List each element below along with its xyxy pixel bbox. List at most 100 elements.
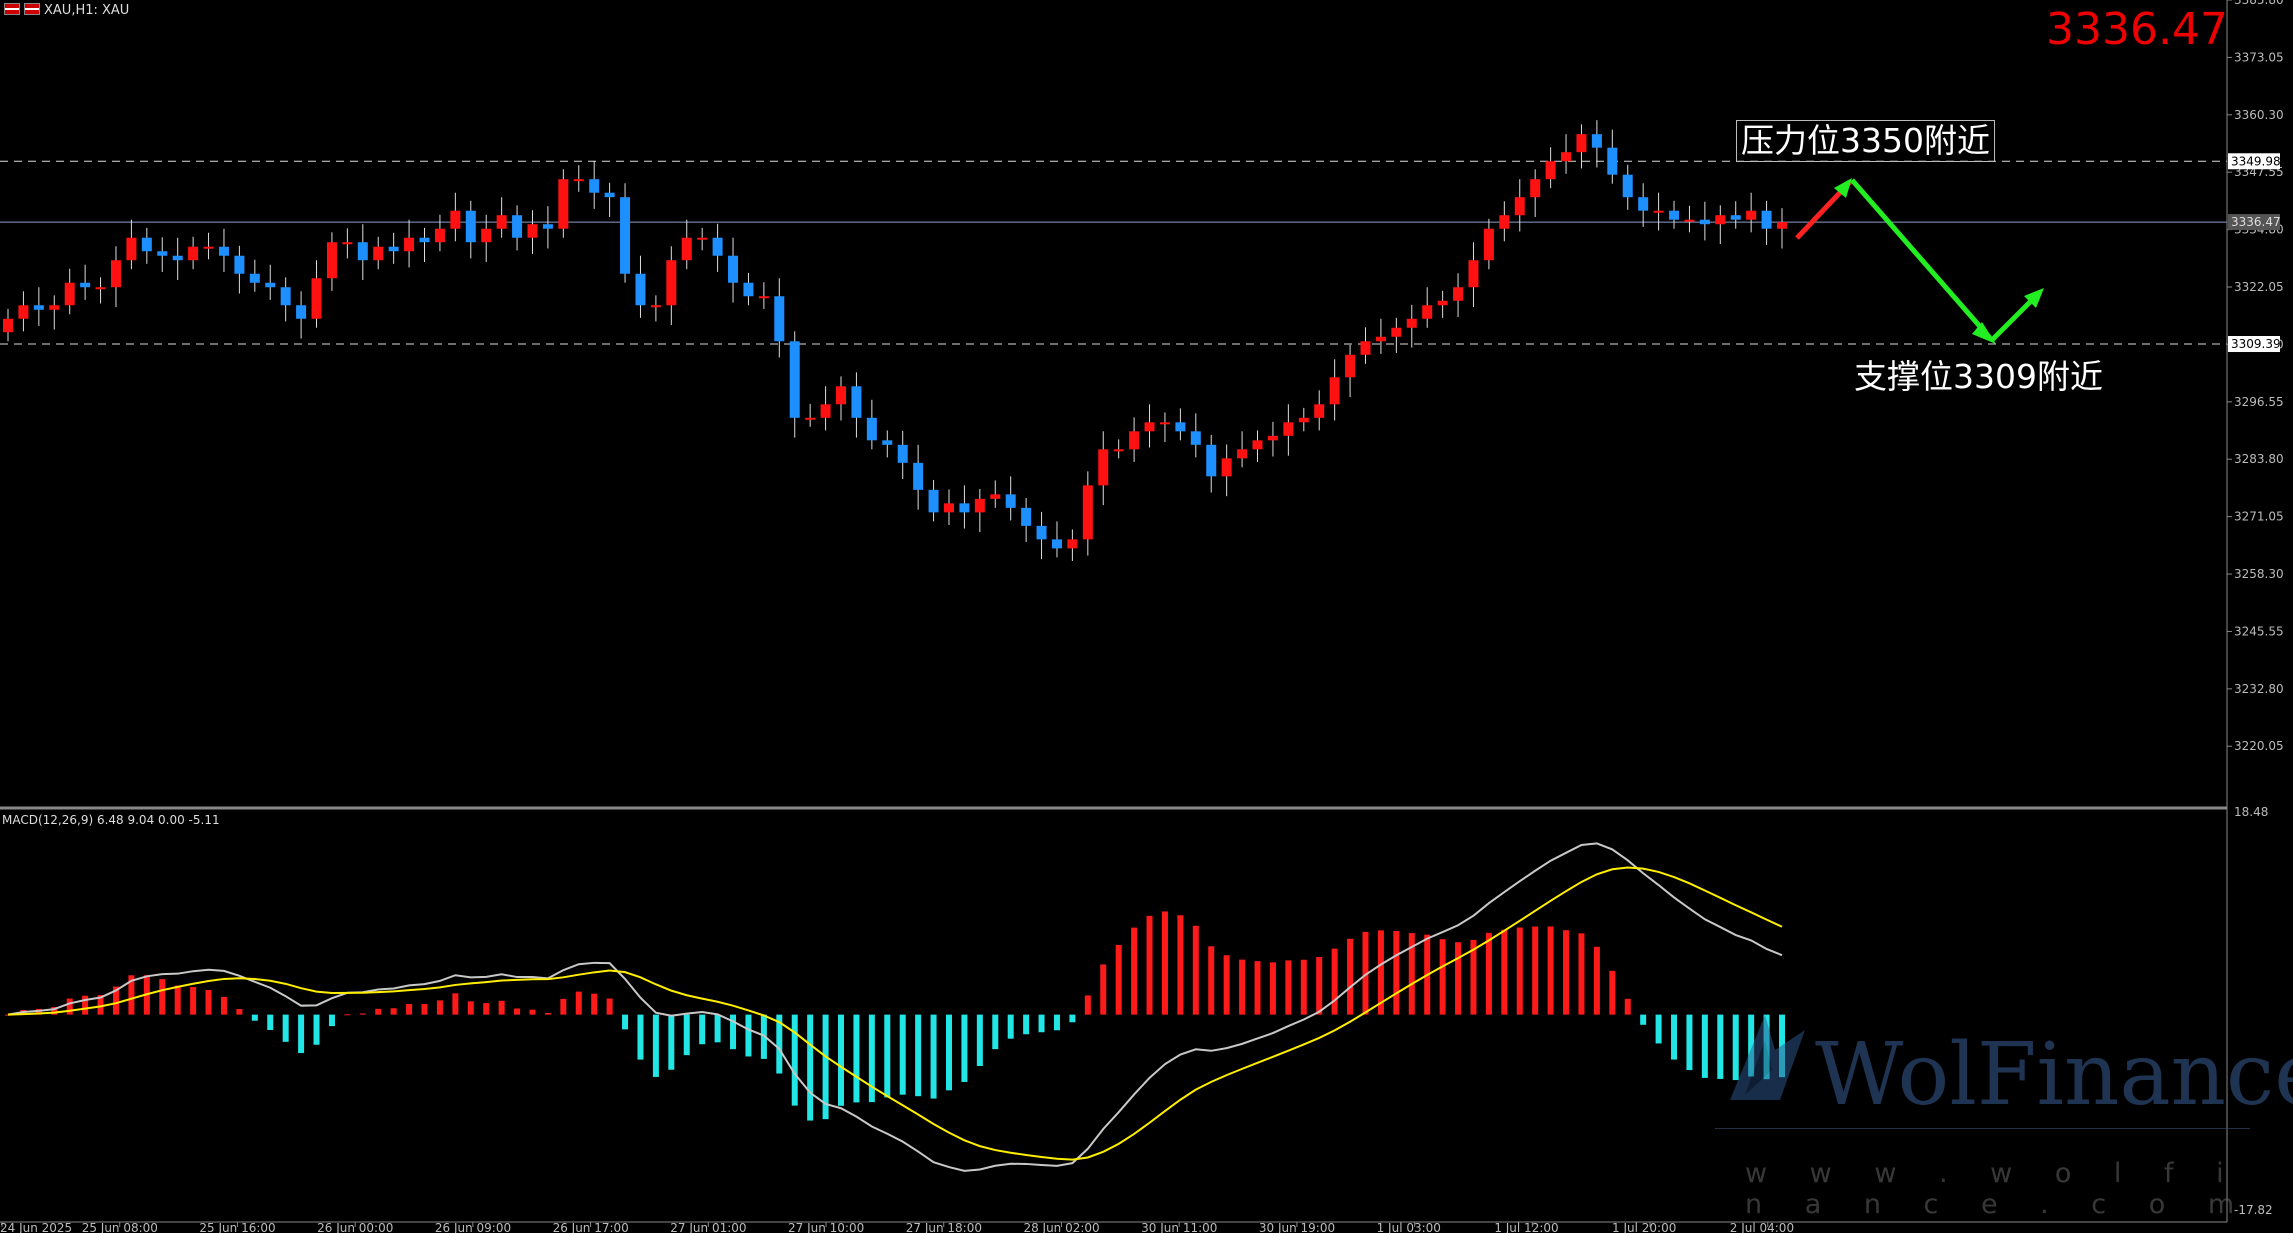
bear-candle [774, 296, 785, 342]
price-tick-label: 3245.55 [2234, 624, 2284, 638]
watermark-brand: WolFinance [1815, 1025, 2293, 1125]
bull-candle [450, 210, 461, 229]
arrowhead-icon [1972, 322, 1996, 344]
macd-histogram-bar [5, 1014, 11, 1016]
bear-candle [635, 273, 646, 306]
macd-histogram-bar [1208, 946, 1215, 1015]
macd-histogram-bar [1007, 1014, 1014, 1039]
macd-histogram-bar [1069, 1014, 1076, 1023]
bear-candle [218, 246, 229, 256]
macd-histogram-bar [282, 1014, 289, 1042]
macd-histogram-bar [1516, 927, 1523, 1015]
price-tick-label: 3360.30 [2234, 108, 2284, 122]
bull-candle [1067, 539, 1078, 549]
bear-candle [465, 210, 476, 243]
macd-histogram-bar [1671, 1014, 1678, 1060]
macd-histogram-bar [159, 979, 166, 1015]
bull-candle [203, 246, 214, 249]
macd-histogram-bar [668, 1014, 675, 1070]
macd-histogram-bar [714, 1014, 721, 1043]
wolf-logo-icon [1720, 1010, 1810, 1105]
bull-candle [1545, 161, 1556, 180]
macd-histogram-bar [1455, 942, 1462, 1015]
price-tick-label: 3283.80 [2234, 452, 2284, 466]
price-label-text: 3309.39 [2231, 337, 2281, 351]
down-arrow-green [1850, 178, 1992, 340]
macd-histogram-bar [730, 1014, 737, 1050]
macd-histogram-bar [976, 1014, 983, 1067]
bull-candle [110, 260, 121, 288]
bear-candle [1607, 147, 1618, 175]
macd-histogram-bar [298, 1014, 305, 1054]
macd-histogram-bar [498, 1000, 505, 1015]
macd-histogram-bar [375, 1008, 382, 1015]
macd-histogram-bar [1624, 998, 1631, 1015]
macd-histogram-bar [1100, 964, 1107, 1015]
macd-histogram-bar [560, 998, 567, 1015]
bull-candle [373, 246, 384, 261]
bull-candle [1406, 318, 1417, 328]
macd-histogram-bar [1223, 955, 1230, 1015]
macd-histogram-bar [1609, 970, 1616, 1015]
bull-candle [758, 296, 769, 299]
macd-histogram-bar [514, 1008, 521, 1015]
bear-candle [357, 242, 368, 261]
bull-candle [64, 282, 75, 306]
macd-histogram-bar [1377, 930, 1384, 1015]
macd-histogram-bar [1347, 938, 1354, 1015]
bull-candle [558, 179, 569, 229]
macd-histogram-bar [899, 1014, 906, 1095]
macd-histogram-bar [853, 1014, 860, 1103]
macd-histogram-bar [82, 995, 89, 1015]
bear-candle [80, 282, 91, 288]
bear-candle [728, 255, 739, 283]
bear-candle [1638, 197, 1649, 211]
chart-icon [24, 3, 40, 15]
bull-candle [1375, 336, 1386, 342]
price-tick-label: 3373.05 [2234, 50, 2284, 64]
macd-histogram-bar [1501, 929, 1508, 1015]
macd-histogram-bar [467, 1001, 474, 1015]
macd-histogram-bar [930, 1014, 937, 1099]
macd-indicator-label: MACD(12,26,9) 6.48 9.04 0.00 -5.11 [2, 813, 220, 827]
macd-histogram-bar [1470, 939, 1477, 1015]
macd-histogram-bar [544, 1012, 551, 1015]
macd-histogram-bar [1686, 1014, 1693, 1071]
bull-candle [1144, 422, 1155, 432]
bull-candle [943, 503, 954, 513]
bull-candle [95, 287, 106, 290]
symbol-label: XAU,H1: XAU [44, 3, 130, 18]
bull-candle [1499, 215, 1510, 229]
bull-candle [311, 278, 322, 319]
macd-histogram-bar [945, 1014, 952, 1091]
bull-candle [481, 228, 492, 243]
macd-histogram-bar [591, 993, 598, 1015]
menu-icon[interactable] [4, 3, 20, 15]
time-tick-label: 30 Jun 19:00 [1259, 1221, 1335, 1233]
bull-candle [1684, 219, 1695, 222]
macd-histogram-bar [483, 1003, 490, 1015]
macd-histogram-bar [575, 991, 582, 1015]
macd-tick-label: 18.48 [2234, 805, 2268, 819]
bear-candle [620, 197, 631, 274]
macd-histogram-bar [776, 1014, 783, 1074]
macd-histogram-bar [390, 1008, 397, 1015]
bull-candle [1360, 341, 1371, 355]
time-tick-label: 1 Jul 03:00 [1377, 1221, 1441, 1233]
macd-histogram-bar [1408, 933, 1415, 1015]
macd-histogram-bar [128, 975, 135, 1015]
macd-histogram-bar [868, 1014, 875, 1103]
time-axis: 24 Jun 2025 25 Jun 08:00 25 Jun 16:00 26 Ju… [0, 1221, 1794, 1233]
price-label-box [2228, 153, 2280, 170]
bear-candle [1021, 507, 1032, 526]
bear-candle [512, 215, 523, 238]
bull-candle [126, 237, 137, 261]
macd-histogram-bar [436, 1000, 443, 1015]
bull-candle [1391, 327, 1402, 337]
bull-candle [1082, 485, 1093, 540]
bull-candle [1715, 215, 1726, 225]
bear-candle [1699, 219, 1710, 225]
time-tick-label: 24 Jun 2025 [0, 1221, 72, 1233]
macd-histogram-bar [1192, 925, 1199, 1015]
